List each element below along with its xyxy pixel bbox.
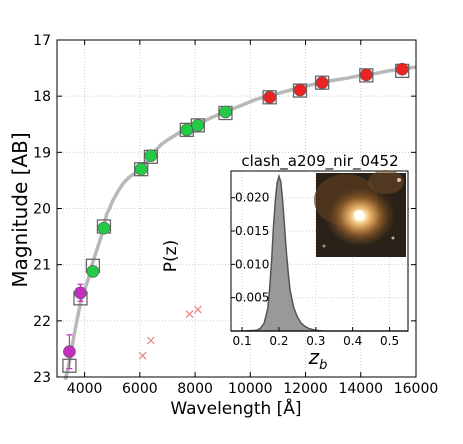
inset-x-tick-label: 0.2: [269, 334, 288, 348]
galaxy-thumbnail: [314, 170, 406, 257]
y-tick-label: 17: [33, 33, 51, 49]
inset-y-tick-label: 0.020: [235, 191, 269, 205]
inset-ticks: 0.1 0.2 0.3 0.4 0.5 0.005 0.010 0.015 0.020: [231, 191, 399, 348]
main-ticks: 4000 6000 8000 10000 12000 14000 16000 17 18 19 20…: [33, 33, 438, 397]
model-point: [179, 122, 194, 138]
model-point: [262, 90, 277, 105]
inset-title: clash_a209_nir_0452: [241, 152, 398, 171]
observed-point-uv: [74, 286, 87, 300]
model-point: [62, 358, 77, 373]
observed-point-optical: [97, 221, 111, 235]
observed-point-nir: [395, 62, 409, 76]
x-axis-label: Wavelength [Å]: [170, 397, 301, 419]
observed-point-nir: [263, 90, 276, 104]
y-tick-label: 18: [33, 89, 51, 105]
observed-point-optical: [144, 149, 158, 163]
y-axis-label: Magnitude [AB]: [8, 132, 32, 287]
x-tick-label: 8000: [177, 381, 213, 397]
upper-limit-marker: [193, 305, 202, 314]
upper-limit-marker: [185, 310, 194, 319]
inset-x-tick-label: 0.1: [233, 334, 252, 348]
inset-y-axis-label: P(z): [161, 240, 181, 272]
observed-point-optical: [191, 119, 205, 132]
inset-y-tick-label: 0.005: [235, 291, 269, 305]
observed-point-optical: [86, 265, 100, 278]
x-tick-label: 16000: [394, 381, 439, 397]
model-point: [134, 162, 149, 177]
inset-x-tick-label: 0.3: [306, 334, 325, 348]
y-tick-label: 19: [33, 145, 51, 161]
upper-limit-marker: [138, 351, 147, 360]
observed-point-nir: [293, 83, 307, 97]
y-tick-label: 22: [33, 314, 51, 330]
observed-point-nir: [315, 76, 329, 89]
observed-point-optical: [219, 105, 232, 119]
inset-y-tick-label: 0.010: [235, 257, 269, 271]
observed-point-nir: [359, 68, 373, 82]
inset-y-tick-label: 0.015: [235, 224, 269, 238]
x-tick-label: 6000: [122, 381, 158, 397]
x-tick-label: 12000: [283, 381, 328, 397]
x-tick-label: 10000: [228, 381, 273, 397]
observed-point-optical: [180, 123, 194, 137]
inset-x-tick-label: 0.5: [380, 334, 399, 348]
y-tick-label: 23: [33, 370, 51, 386]
inset-x-tick-label: 0.4: [343, 334, 362, 348]
model-point: [314, 75, 330, 90]
x-tick-label: 14000: [338, 381, 383, 397]
observed-point-uv: [63, 345, 76, 359]
observed-points-layer: [63, 62, 409, 359]
model-sed-line: [63, 65, 417, 381]
inset-plot-border: [230, 170, 409, 332]
upper-limit-marker: [146, 336, 155, 345]
observed-point-optical: [134, 162, 148, 176]
x-tick-label: 4000: [67, 381, 103, 397]
upper-limits-layer: [138, 305, 202, 360]
y-tick-label: 21: [33, 258, 51, 274]
y-tick-label: 20: [33, 202, 51, 218]
inset-plot: 0.1 0.2 0.3 0.4 0.5 0.005 0.010 0.015 0.020 clas…: [161, 152, 409, 373]
model-point: [190, 118, 205, 133]
pz-area: [231, 173, 408, 332]
